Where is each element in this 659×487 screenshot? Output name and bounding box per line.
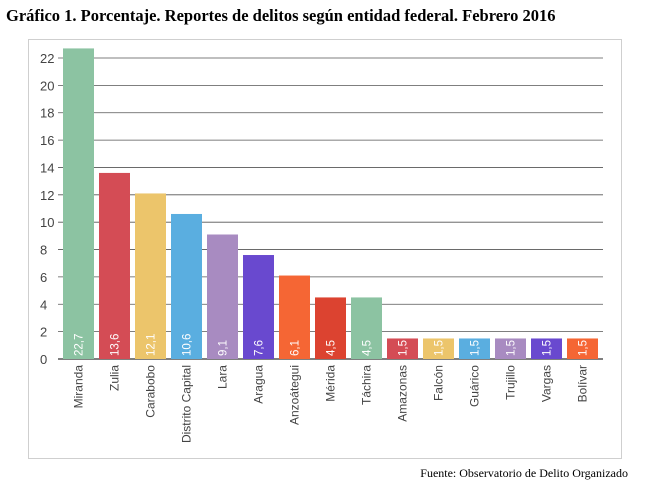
bar [531,338,562,359]
data-label: 12,1 [146,334,158,356]
y-tick-label: 6 [40,270,47,285]
y-tick-label: 0 [40,352,47,367]
x-tick-label: Miranda [72,365,86,409]
bar [459,338,490,359]
bar [423,338,454,359]
x-tick-label: Anzoátegui [288,365,302,425]
x-tick-label: Carabobo [144,365,158,418]
data-label: 13,6 [110,334,122,356]
y-tick-label: 20 [40,78,54,93]
bar [243,255,274,359]
data-label: 1,5 [470,340,482,356]
bar [351,297,382,359]
x-tick-label: Lara [216,365,230,389]
x-tick-label: Amazonas [396,365,410,422]
data-label: 10,6 [182,334,194,356]
data-label: 9,1 [218,340,230,356]
bar [171,213,202,359]
x-tick-label: Trujillo [504,365,518,400]
data-label: 7,6 [254,340,266,356]
y-tick-label: 16 [40,133,54,148]
data-label: 1,5 [578,340,590,356]
x-tick-label: Bolívar [576,365,590,402]
x-tick-label: Mérida [324,365,338,402]
y-tick-label: 4 [40,297,47,312]
x-tick-label: Distrito Capital [180,365,194,443]
x-tick-label: Táchira [360,365,374,405]
bar [135,193,166,359]
bar [63,48,94,359]
data-label: 1,5 [506,340,518,356]
y-tick-label: 18 [40,106,54,121]
y-tick-label: 12 [40,188,54,203]
y-tick-label: 10 [40,215,54,230]
bar [279,275,310,359]
bar [567,338,598,359]
x-tick-label: Zulia [108,365,122,391]
data-label: 1,5 [542,340,554,356]
y-tick-label: 2 [40,325,47,340]
data-label: 1,5 [398,340,410,356]
data-label: 4,5 [326,340,338,356]
source-note: Fuente: Observatorio de Delito Organizad… [420,466,628,480]
bar [207,234,238,359]
y-tick-label: 22 [40,51,54,66]
data-label: 6,1 [290,340,302,356]
data-label: 1,5 [434,340,446,356]
data-label: 22,7 [74,334,86,356]
x-tick-label: Vargas [540,365,554,402]
chart-title: Gráfico 1. Porcentaje. Reportes de delit… [6,6,556,25]
y-tick-label: 14 [40,160,54,175]
x-tick-label: Aragua [252,365,266,404]
bar [387,338,418,359]
bar [315,297,346,359]
bar [99,172,130,359]
y-tick-label: 8 [40,243,47,258]
bar [495,338,526,359]
data-label: 4,5 [362,340,374,356]
x-tick-label: Guárico [468,365,482,407]
x-tick-label: Falcón [432,365,446,401]
